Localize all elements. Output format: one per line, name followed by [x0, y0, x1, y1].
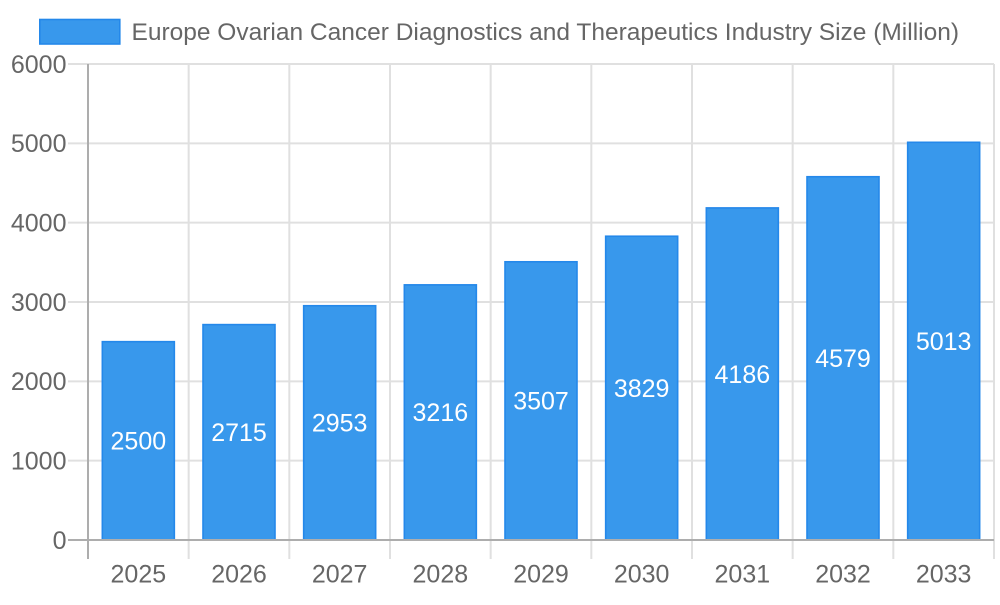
- svg-text:2029: 2029: [513, 561, 569, 589]
- svg-text:2028: 2028: [413, 561, 469, 589]
- svg-text:3507: 3507: [513, 388, 569, 416]
- svg-text:2953: 2953: [312, 410, 368, 438]
- svg-text:2030: 2030: [614, 561, 670, 589]
- svg-text:1000: 1000: [11, 447, 67, 475]
- svg-text:5000: 5000: [11, 130, 67, 158]
- svg-text:2500: 2500: [111, 428, 167, 456]
- svg-text:2000: 2000: [11, 368, 67, 396]
- svg-text:4000: 4000: [11, 209, 67, 237]
- svg-text:3216: 3216: [413, 399, 469, 427]
- svg-text:2025: 2025: [111, 561, 167, 589]
- svg-text:3000: 3000: [11, 289, 67, 317]
- svg-text:2032: 2032: [815, 561, 871, 589]
- svg-text:0: 0: [53, 527, 67, 555]
- svg-text:2027: 2027: [312, 561, 368, 589]
- svg-text:4186: 4186: [715, 361, 771, 389]
- svg-text:2715: 2715: [211, 419, 267, 447]
- svg-text:2033: 2033: [916, 561, 972, 589]
- svg-text:Europe Ovarian Cancer Diagnost: Europe Ovarian Cancer Diagnostics and Th…: [132, 19, 960, 46]
- svg-text:2031: 2031: [715, 561, 771, 589]
- svg-text:6000: 6000: [11, 51, 67, 79]
- svg-text:2026: 2026: [211, 561, 267, 589]
- svg-text:3829: 3829: [614, 375, 670, 403]
- svg-text:4579: 4579: [815, 345, 871, 373]
- svg-text:5013: 5013: [916, 328, 972, 356]
